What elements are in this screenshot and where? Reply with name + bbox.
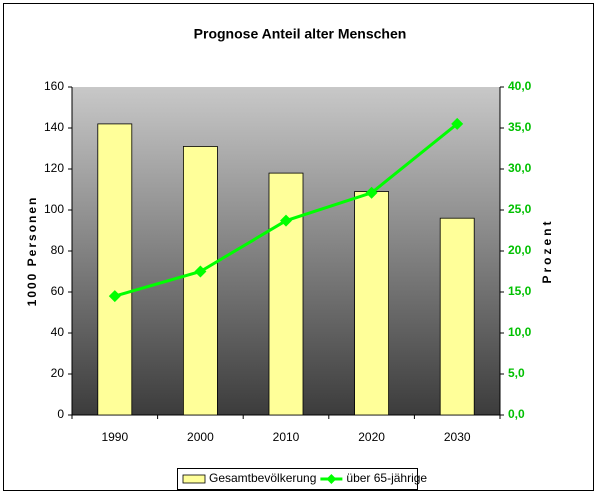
y-tick-label: 140 bbox=[44, 120, 64, 134]
bar bbox=[97, 123, 133, 416]
y2-tick-label: 5,0 bbox=[508, 366, 525, 380]
y-tick-label: 80 bbox=[51, 243, 65, 257]
x-tick-label: 2030 bbox=[444, 430, 471, 444]
legend-label: über 65-jährige bbox=[346, 471, 427, 485]
y2-tick-label: 25,0 bbox=[508, 202, 532, 216]
line-marker bbox=[280, 214, 292, 227]
bar bbox=[354, 191, 390, 416]
legend-box bbox=[177, 468, 418, 490]
legend-label: Gesamtbevölkerung bbox=[209, 471, 316, 485]
line-marker bbox=[108, 290, 121, 303]
y2-tick-label: 30,0 bbox=[508, 161, 532, 175]
y2-axis-title: Prozent bbox=[540, 218, 554, 283]
bar bbox=[439, 217, 475, 416]
legend-marker bbox=[326, 474, 337, 484]
y2-tick-label: 40,0 bbox=[508, 79, 532, 93]
y-tick-label: 160 bbox=[44, 79, 64, 93]
bar bbox=[268, 172, 304, 416]
y2-tick-label: 15,0 bbox=[508, 284, 532, 298]
y-tick-label: 60 bbox=[51, 284, 65, 298]
legend bbox=[177, 468, 418, 490]
x-tick-label: 1990 bbox=[101, 430, 128, 444]
y-tick-label: 40 bbox=[51, 325, 65, 339]
y2-tick-label: 0,0 bbox=[508, 407, 525, 421]
y-tick-label: 100 bbox=[44, 202, 64, 216]
line-marker bbox=[194, 265, 207, 278]
legend-swatch bbox=[182, 474, 206, 484]
y2-tick-label: 20,0 bbox=[508, 243, 532, 257]
line-marker bbox=[365, 186, 378, 199]
y-axis-title: 1000 Personen bbox=[25, 196, 39, 307]
bar bbox=[182, 146, 218, 416]
chart-title: Prognose Anteil alter Menschen bbox=[194, 26, 407, 42]
y-tick-label: 20 bbox=[51, 366, 65, 380]
x-tick-label: 2010 bbox=[273, 430, 300, 444]
line-marker bbox=[451, 117, 464, 130]
y2-tick-label: 10,0 bbox=[508, 325, 532, 339]
y-tick-label: 120 bbox=[44, 161, 64, 175]
x-tick-label: 2020 bbox=[358, 430, 385, 444]
x-tick-label: 2000 bbox=[187, 430, 214, 444]
y-tick-label: 0 bbox=[57, 407, 64, 421]
y2-tick-label: 35,0 bbox=[508, 120, 532, 134]
